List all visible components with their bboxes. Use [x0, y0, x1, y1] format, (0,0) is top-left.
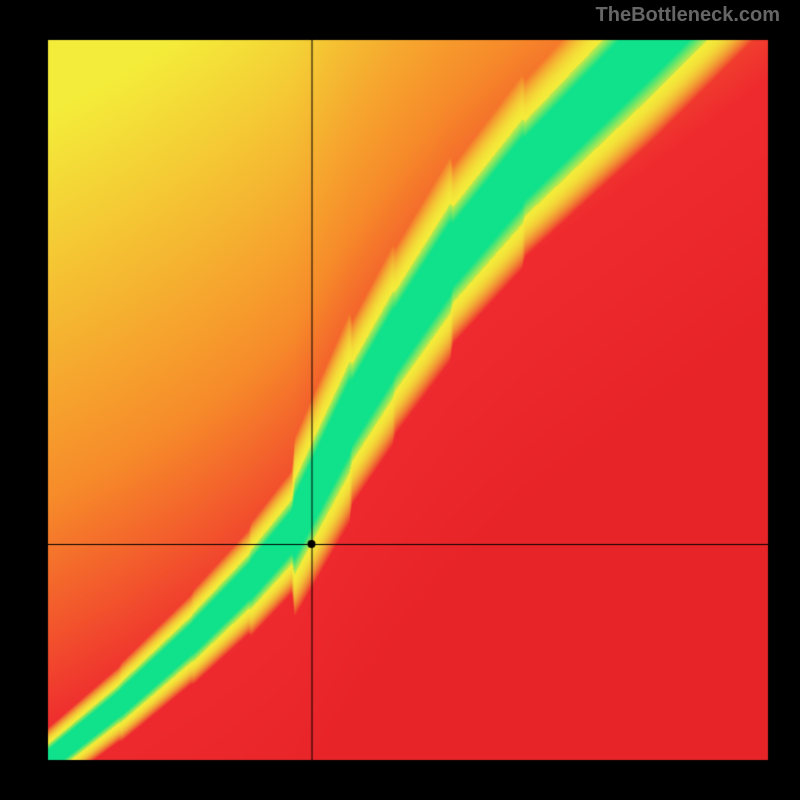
chart-container: TheBottleneck.com: [0, 0, 800, 800]
heatmap-canvas: [0, 0, 800, 800]
watermark-text: TheBottleneck.com: [596, 4, 780, 27]
